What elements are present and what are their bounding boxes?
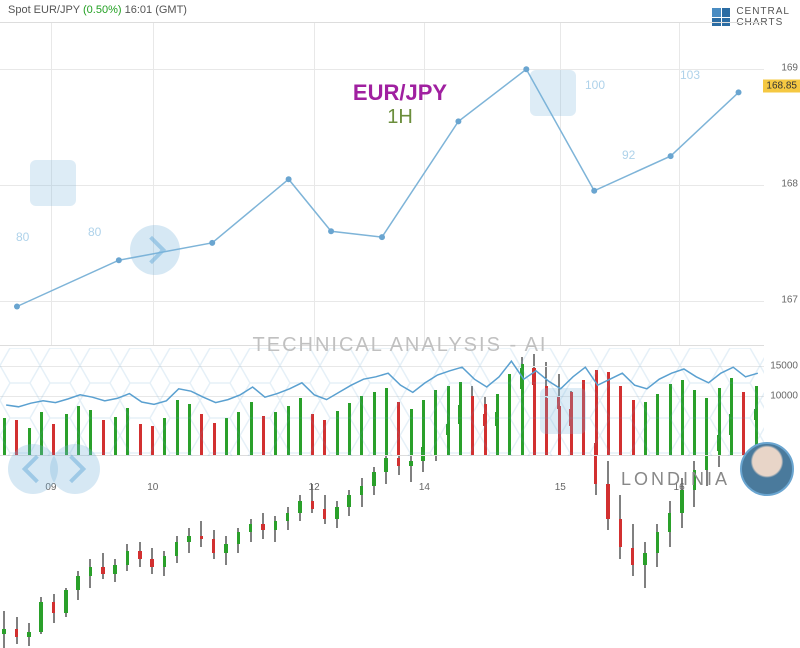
- volume-y-axis: 1000015000: [764, 348, 800, 456]
- watermark-icon: [530, 70, 576, 116]
- timestamp: 16:01 (GMT): [125, 4, 187, 16]
- avatar-icon[interactable]: [740, 442, 794, 496]
- timeframe-label: 1H: [353, 106, 447, 129]
- current-price-tag: 168.85: [763, 79, 800, 92]
- pct-change: (0.50%): [83, 4, 122, 16]
- price-y-axis: 167168169168.85: [764, 22, 800, 346]
- chart-header: Spot EUR/JPY (0.50%) 16:01 (GMT): [8, 4, 187, 16]
- watermark-number: 80: [88, 225, 101, 239]
- watermark-icon: [30, 160, 76, 206]
- watermark-icon: [540, 388, 586, 434]
- watermark-number: 92: [622, 148, 635, 162]
- pair-symbol: EUR/JPY: [353, 80, 447, 106]
- watermark-arrow-right-icon[interactable]: [50, 444, 100, 494]
- watermark-number: 103: [680, 68, 700, 82]
- watermark-number: 80: [16, 230, 29, 244]
- technical-analysis-label: TECHNICAL ANALYSIS - AI: [253, 334, 548, 357]
- price-chart[interactable]: [0, 22, 764, 346]
- watermark-arrow-right-icon: [130, 225, 180, 275]
- londinia-label: LONDINIA: [621, 469, 730, 490]
- hex-background: [0, 348, 764, 456]
- watermark-number: 100: [585, 78, 605, 92]
- pair-label: EUR/JPY 1H: [353, 80, 447, 129]
- instrument-label: Spot EUR/JPY: [8, 4, 80, 16]
